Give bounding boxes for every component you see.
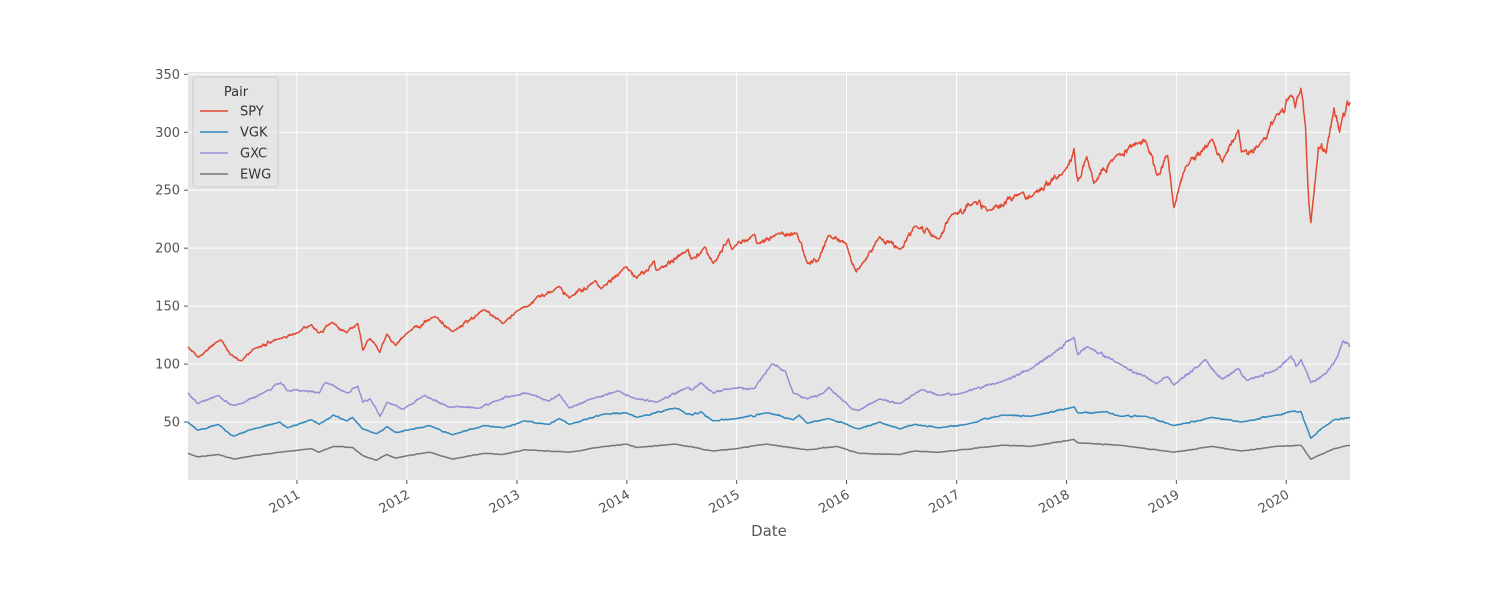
y-tick-label: 100 bbox=[155, 358, 180, 373]
y-tick-label: 250 bbox=[155, 184, 180, 199]
legend-label-spy: SPY bbox=[240, 105, 264, 120]
x-tick-label: 2012 bbox=[377, 487, 413, 517]
x-tick-label: 2020 bbox=[1256, 487, 1292, 517]
series-line-spy bbox=[187, 87, 1351, 362]
legend-box bbox=[192, 76, 279, 188]
y-tick-label: 50 bbox=[163, 416, 180, 431]
legend-items: SPY VGK GXC EWG bbox=[200, 105, 271, 183]
legend: Pair SPY VGK GXC EWG bbox=[192, 76, 279, 188]
x-tick-label: 2011 bbox=[267, 487, 303, 517]
legend-label-vgk: VGK bbox=[240, 126, 268, 141]
series-line-gxc bbox=[187, 336, 1351, 418]
y-tick-label: 350 bbox=[155, 68, 180, 83]
legend-label-gxc: GXC bbox=[240, 147, 267, 162]
x-tick-label: 2016 bbox=[816, 487, 852, 517]
y-tick-label: 150 bbox=[155, 300, 180, 315]
x-tick-label: 2015 bbox=[706, 487, 742, 517]
x-tick-label: 2018 bbox=[1036, 487, 1072, 517]
plot-background bbox=[188, 72, 1350, 480]
x-tick-label: 2013 bbox=[487, 487, 523, 517]
series-line-ewg bbox=[187, 438, 1351, 462]
series-lines bbox=[187, 87, 1351, 462]
x-axis-title: Date bbox=[751, 522, 787, 540]
y-tick-label: 300 bbox=[155, 126, 180, 141]
x-tick-label: 2017 bbox=[926, 487, 962, 517]
y-tick-label: 200 bbox=[155, 242, 180, 257]
x-tick-label: 2019 bbox=[1146, 487, 1182, 517]
series-line-vgk bbox=[187, 406, 1351, 440]
x-tick-label: 2014 bbox=[597, 487, 633, 517]
legend-title: Pair bbox=[224, 85, 249, 100]
gridlines bbox=[188, 72, 1350, 480]
legend-label-ewg: EWG bbox=[240, 168, 271, 183]
